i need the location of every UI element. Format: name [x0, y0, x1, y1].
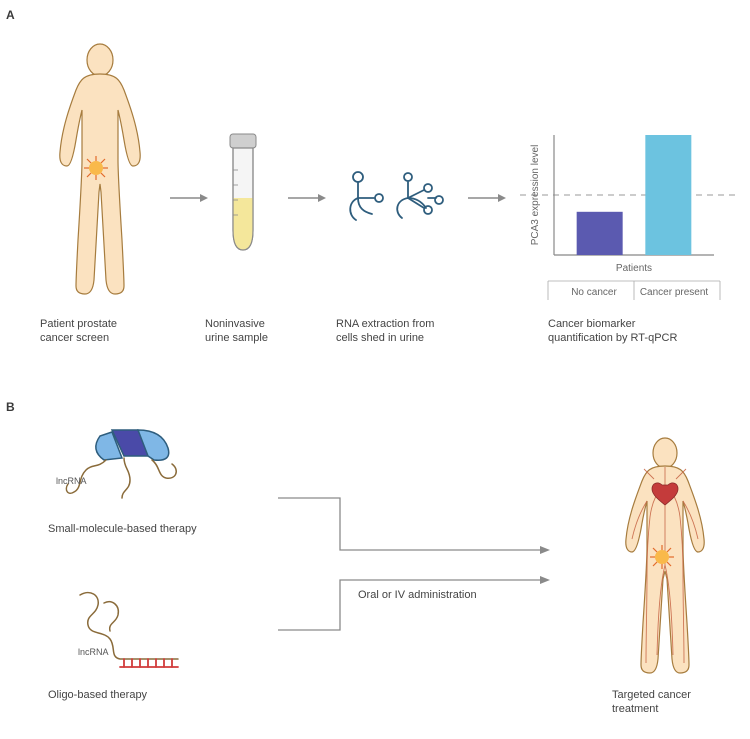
oligo-therapy-icon: [60, 585, 220, 680]
urine-tube-icon: [218, 130, 268, 260]
arrow-icon: [286, 190, 326, 206]
caption-therapy1: Small-molecule-based therapy: [48, 522, 248, 536]
svg-text:No cancer: No cancer: [571, 287, 617, 298]
arrow-icon: [168, 190, 208, 206]
caption-target: Targeted cancer treatment: [612, 688, 750, 717]
svg-text:Cancer present: Cancer present: [640, 287, 709, 298]
target-human: [600, 435, 730, 680]
caption-step4: Cancer biomarker quantification by RT-qP…: [548, 317, 728, 346]
arrow-icon: [466, 190, 506, 206]
step-rna: [336, 160, 456, 235]
lncrna-label-1: lncRNA: [56, 476, 87, 486]
step-tube: [218, 130, 278, 265]
caption-step2: Noninvasive urine sample: [205, 317, 305, 346]
svg-text:PCA3 expression level: PCA3 expression level: [530, 145, 541, 246]
step-human: [40, 40, 160, 300]
admin-label: Oral or IV administration: [358, 588, 538, 602]
panel-b: lncRNA Small-molecule-based therapy lncR…: [40, 420, 740, 730]
human-vascular-icon: [600, 435, 730, 675]
rna-extraction-icon: [336, 160, 456, 230]
lncrna-label-2: lncRNA: [78, 647, 109, 657]
caption-therapy2: Oligo-based therapy: [48, 688, 248, 702]
svg-text:Patients: Patients: [616, 263, 652, 274]
caption-step3: RNA extraction from cells shed in urine: [336, 317, 476, 346]
therapy-oligo: lncRNA: [60, 585, 240, 685]
bracket-arrows-icon: [270, 490, 570, 640]
therapy-small-molecule: lncRNA: [60, 420, 240, 515]
panel-a-label: A: [6, 8, 15, 22]
panel-b-label: B: [6, 400, 15, 414]
step-chart: PCA3 expression level Patients No cancer Ca…: [520, 125, 735, 300]
caption-step1: Patient prostate cancer screen: [40, 317, 170, 346]
panel-a: PCA3 expression level Patients No cancer Ca…: [40, 40, 740, 360]
pca3-bar-chart: PCA3 expression level Patients No cancer Ca…: [520, 125, 735, 300]
small-molecule-therapy-icon: [60, 420, 220, 510]
human-figure-icon: [40, 40, 160, 295]
